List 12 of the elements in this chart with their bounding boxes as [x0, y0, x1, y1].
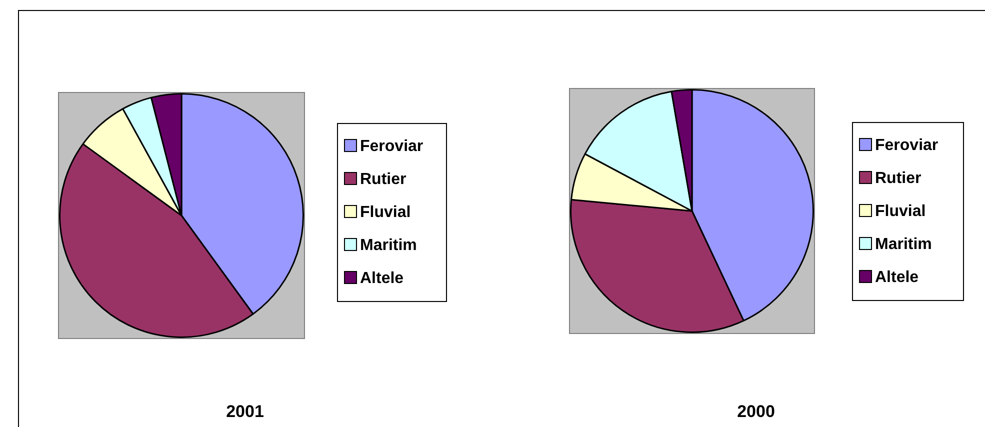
- legend-label: Altele: [874, 268, 920, 288]
- legend-label: Rutier: [874, 169, 922, 189]
- legend-label: Feroviar: [874, 136, 940, 156]
- text: 2001: [225, 402, 265, 422]
- legend-label: Rutier: [359, 170, 408, 190]
- legend-label: Fluvial: [874, 202, 927, 222]
- text: 2000: [736, 402, 776, 422]
- legend-label: Altele: [359, 269, 405, 289]
- legend-label: Fluvial: [359, 203, 412, 223]
- legend-label: Maritim: [874, 235, 933, 255]
- legend-label: Feroviar: [359, 137, 424, 157]
- legend-label: Maritim: [359, 236, 418, 256]
